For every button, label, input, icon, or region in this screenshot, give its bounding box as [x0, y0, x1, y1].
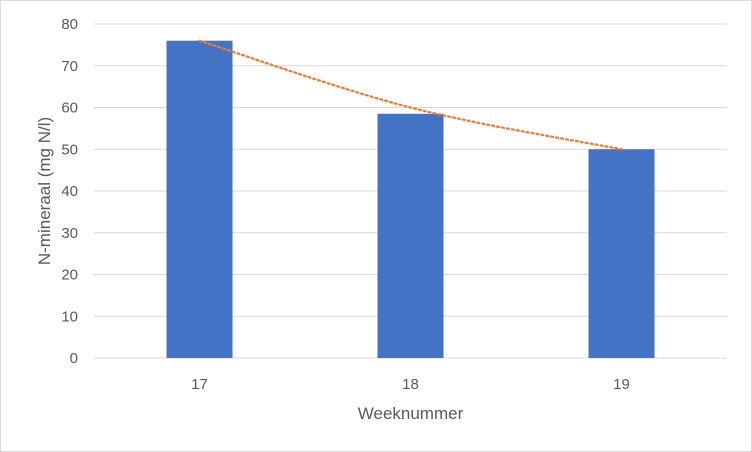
x-tick-label: 18	[402, 376, 419, 393]
y-tick-label: 50	[61, 141, 78, 158]
y-tick-label: 70	[61, 58, 78, 75]
x-tick-label: 17	[191, 376, 208, 393]
y-tick-labels: 0 10 20 30 40 50 60 70 80	[61, 16, 78, 367]
y-tick-label: 20	[61, 267, 78, 284]
y-tick-label: 0	[70, 350, 78, 367]
y-tick-label: 30	[61, 225, 78, 242]
bars	[166, 40, 655, 358]
y-tick-label: 80	[61, 16, 78, 33]
bar-week-18	[377, 113, 444, 358]
y-tick-label: 40	[61, 183, 78, 200]
trendline	[198, 39, 623, 151]
x-tick-labels: 17 18 19	[191, 376, 630, 393]
trendline-group	[198, 39, 623, 151]
bar-week-19	[588, 149, 655, 358]
y-axis-title: N-mineraal (mg N/l)	[35, 117, 54, 265]
x-axis-title: Weeknummer	[358, 404, 464, 423]
bar-week-17	[166, 40, 233, 358]
y-tick-label: 10	[61, 308, 78, 325]
y-tick-label: 60	[61, 100, 78, 117]
x-tick-label: 19	[613, 376, 630, 393]
